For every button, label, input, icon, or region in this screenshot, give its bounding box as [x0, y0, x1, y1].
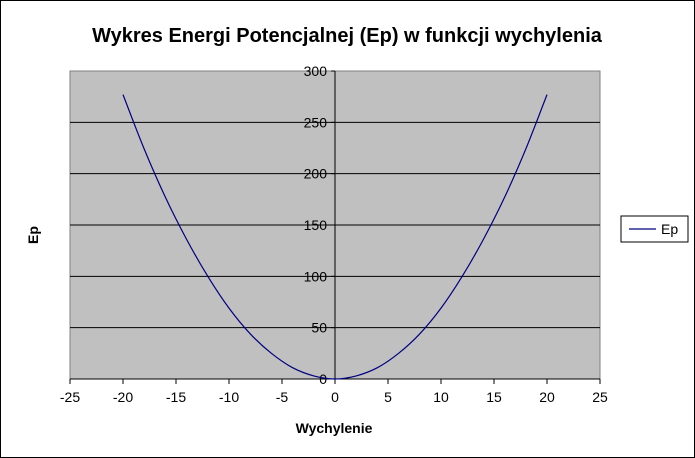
x-tick-label: 25 — [592, 389, 608, 405]
x-tick-label: 10 — [433, 389, 449, 405]
series-line-ep — [122, 94, 548, 380]
x-tick-labels: -25 -20 -15 -10 -5 0 5 10 15 20 25 — [60, 389, 608, 405]
x-tick-label: 20 — [539, 389, 555, 405]
x-tick-label: -5 — [276, 389, 289, 405]
legend: Ep — [620, 215, 689, 243]
x-tick-label: 15 — [486, 389, 502, 405]
y-tick-label: 150 — [304, 217, 328, 233]
legend-label-ep: Ep — [661, 221, 678, 237]
x-tick-label: -25 — [60, 389, 80, 405]
y-tick-label: 200 — [304, 166, 328, 182]
x-tick-label: 0 — [331, 389, 339, 405]
x-tick-label: -20 — [113, 389, 133, 405]
series-layer — [122, 94, 548, 380]
x-tick-label: 5 — [384, 389, 392, 405]
y-axis-title: Ep — [25, 226, 41, 244]
y-tick-label: 100 — [304, 268, 328, 284]
y-tick-labels: 0 50 100 150 200 250 300 — [304, 63, 328, 387]
x-axis-title: Wychylenie — [296, 420, 373, 436]
x-tick-label: -15 — [166, 389, 186, 405]
chart-title: Wykres Energi Potencjalnej (Ep) w funkcj… — [92, 25, 603, 47]
y-tick-label: 0 — [319, 371, 327, 387]
y-tick-label: 50 — [311, 320, 327, 336]
x-tick-label: -10 — [219, 389, 239, 405]
y-tick-label: 300 — [304, 63, 328, 79]
y-tick-label: 250 — [304, 114, 328, 130]
